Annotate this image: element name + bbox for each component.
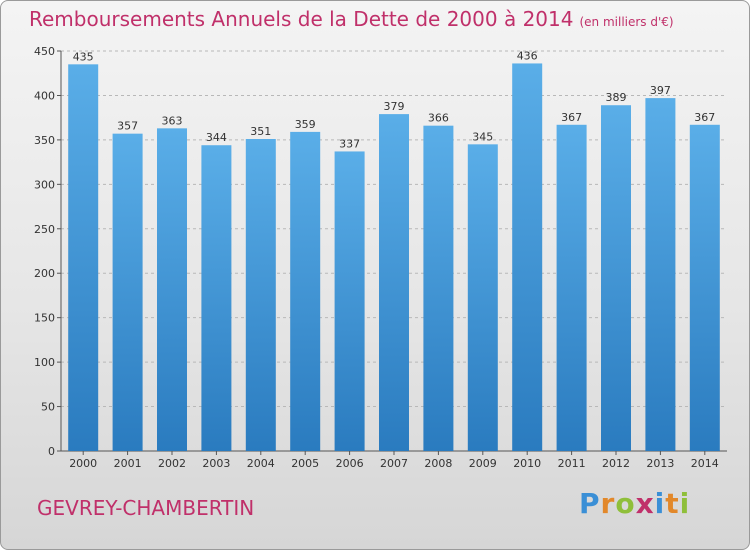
bar <box>467 144 498 452</box>
y-tick-label: 100 <box>34 356 55 369</box>
bar <box>379 114 409 451</box>
bar <box>68 64 99 452</box>
commune-name: GEVREY-CHAMBERTIN <box>37 496 255 520</box>
chart-title-text: Remboursements Annuels de la Dette de 20… <box>29 7 574 31</box>
data-label: 389 <box>606 91 627 104</box>
bar <box>201 145 232 451</box>
data-label: 357 <box>117 120 138 133</box>
y-tick-label: 150 <box>34 312 55 325</box>
data-label: 345 <box>472 130 493 143</box>
x-tick-label: 2003 <box>202 457 230 470</box>
bar <box>512 63 543 451</box>
logo-letter: r <box>600 487 616 520</box>
data-label: 351 <box>250 125 271 138</box>
bar <box>645 98 676 451</box>
data-label: 367 <box>694 111 715 124</box>
x-tick-label: 2012 <box>602 457 630 470</box>
bar <box>334 151 365 451</box>
logo-letter: i <box>679 487 691 520</box>
logo-letter: o <box>615 487 636 520</box>
x-tick-label: 2011 <box>558 457 586 470</box>
x-tick-label: 2009 <box>469 457 497 470</box>
y-tick-label: 450 <box>34 45 55 58</box>
bar <box>290 131 321 451</box>
bar <box>245 139 276 451</box>
bar <box>556 124 587 452</box>
data-label: 359 <box>295 118 316 131</box>
bar <box>689 124 720 452</box>
x-tick-label: 2010 <box>513 457 541 470</box>
x-tick-label: 2002 <box>158 457 186 470</box>
x-tick-label: 2008 <box>424 457 452 470</box>
y-tick-label: 250 <box>34 223 55 236</box>
data-label: 397 <box>650 84 671 97</box>
data-label: 436 <box>517 49 538 62</box>
logo-letter: x <box>635 487 655 520</box>
data-label: 363 <box>162 114 183 127</box>
x-tick-label: 2004 <box>247 457 275 470</box>
x-tick-label: 2014 <box>691 457 719 470</box>
chart-title: Remboursements Annuels de la Dette de 20… <box>29 7 674 31</box>
data-label: 379 <box>384 100 405 113</box>
data-label: 337 <box>339 137 360 150</box>
x-tick-label: 2001 <box>114 457 142 470</box>
logo-letter: P <box>579 487 601 520</box>
data-label: 344 <box>206 131 227 144</box>
y-tick-label: 0 <box>48 445 55 458</box>
bar <box>423 125 454 452</box>
proxiti-logo: Proxiti <box>579 487 690 520</box>
x-tick-label: 2000 <box>69 457 97 470</box>
logo-letter: t <box>665 487 680 520</box>
x-tick-label: 2013 <box>646 457 674 470</box>
data-label: 367 <box>561 111 582 124</box>
bar <box>157 128 187 451</box>
x-tick-label: 2007 <box>380 457 408 470</box>
bar <box>112 133 143 451</box>
data-label: 366 <box>428 112 449 125</box>
y-tick-label: 50 <box>41 401 55 414</box>
chart-unit: (en milliers d'€) <box>579 15 674 29</box>
y-tick-label: 400 <box>34 89 55 102</box>
y-tick-label: 350 <box>34 134 55 147</box>
x-tick-label: 2006 <box>336 457 364 470</box>
x-tick-label: 2005 <box>291 457 319 470</box>
data-label: 435 <box>73 50 94 63</box>
y-tick-label: 200 <box>34 267 55 280</box>
bar <box>601 105 631 451</box>
labels: 435 357 363 344 351 359 337 379 366 345 436 367 389 3… <box>73 49 716 150</box>
y-tick-label: 300 <box>34 178 55 191</box>
logo-letter: i <box>654 487 666 520</box>
bars <box>68 63 720 452</box>
